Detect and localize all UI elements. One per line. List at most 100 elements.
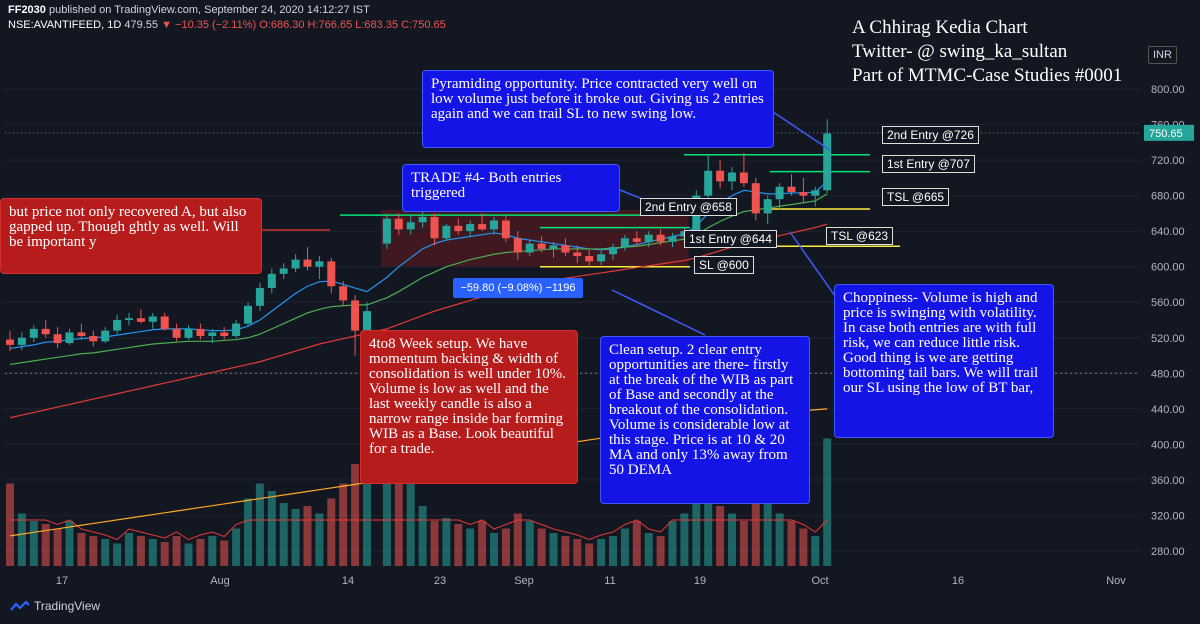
candle-body bbox=[315, 261, 324, 267]
candle-body bbox=[501, 220, 510, 239]
symbol-name: NSE:AVANTIFEED, 1D bbox=[8, 19, 122, 31]
volume-bar bbox=[704, 483, 713, 566]
volume-bar bbox=[501, 528, 510, 566]
volume-bar bbox=[454, 524, 463, 566]
candle-body bbox=[327, 261, 336, 287]
volume-bar bbox=[315, 513, 324, 566]
volume-bar bbox=[113, 543, 122, 566]
candle-body bbox=[303, 259, 312, 267]
volume-bar bbox=[208, 536, 217, 566]
volume-bar bbox=[585, 543, 594, 566]
volume-bar bbox=[327, 498, 336, 566]
candle-body bbox=[442, 225, 451, 239]
volume-bar bbox=[244, 498, 252, 566]
volume-bar bbox=[692, 476, 701, 566]
volume-bar bbox=[442, 518, 451, 566]
candle-body bbox=[6, 339, 14, 345]
label-entry1-new: 1st Entry @707 bbox=[882, 155, 975, 173]
y-tick-label: 680.00 bbox=[1151, 191, 1185, 203]
volume-bar bbox=[125, 533, 133, 566]
volume-bar bbox=[632, 521, 641, 566]
volume-bar bbox=[53, 528, 62, 566]
x-tick-label: Aug bbox=[210, 575, 230, 587]
x-tick-label: Nov bbox=[1106, 575, 1126, 587]
candle-body bbox=[549, 245, 558, 249]
candle-body bbox=[17, 337, 26, 345]
candle-body bbox=[644, 234, 653, 242]
volume-bar bbox=[418, 506, 427, 566]
volume-bar bbox=[525, 521, 534, 566]
note-choppiness: Choppiness- Volume is high and price is … bbox=[834, 284, 1054, 438]
y-tick-label: 280.00 bbox=[1151, 546, 1185, 558]
candle-body bbox=[29, 328, 38, 338]
author-block: A Chhirag Kedia Chart Twitter- @ swing_k… bbox=[852, 16, 1122, 88]
last-price-label: 750.65 bbox=[1149, 128, 1183, 140]
volume-bar bbox=[597, 539, 606, 566]
candle-body bbox=[561, 245, 570, 253]
x-tick-label: Oct bbox=[811, 575, 828, 587]
candle-body bbox=[279, 268, 288, 274]
volume-bar bbox=[620, 528, 629, 566]
volume-bar bbox=[799, 528, 808, 566]
candle-body bbox=[597, 254, 606, 262]
candle-body bbox=[466, 224, 475, 232]
last-price-tag bbox=[1144, 124, 1194, 141]
candle-body bbox=[620, 238, 629, 248]
volume-bar bbox=[41, 524, 50, 566]
candle-body bbox=[65, 332, 74, 344]
volume-bar bbox=[17, 513, 26, 566]
volume-bar bbox=[716, 506, 725, 566]
volume-bar bbox=[430, 521, 439, 566]
volume-bar bbox=[739, 521, 748, 566]
y-tick-label: 600.00 bbox=[1151, 262, 1185, 274]
label-tsl-623: TSL @623 bbox=[826, 227, 894, 245]
volume-bar bbox=[6, 483, 14, 566]
candle-body bbox=[585, 256, 594, 262]
volume-bar bbox=[490, 533, 498, 566]
candle-body bbox=[339, 286, 348, 301]
volume-bar bbox=[196, 539, 205, 566]
candle-body bbox=[220, 332, 229, 336]
volume-bar bbox=[656, 536, 665, 566]
y-tick-label: 800.00 bbox=[1151, 84, 1185, 96]
candle-body bbox=[53, 334, 62, 344]
last-price: 479.55 bbox=[124, 19, 159, 31]
candle-body bbox=[418, 216, 427, 223]
candle-body bbox=[632, 238, 641, 242]
ohlc-values: O:686.30 H:766.65 L:683.35 C:750.65 bbox=[259, 19, 446, 31]
candle-body bbox=[513, 238, 522, 253]
candle-body bbox=[363, 311, 371, 331]
volume-bar bbox=[787, 521, 796, 566]
candle-body bbox=[382, 218, 391, 244]
candle-body bbox=[125, 318, 133, 320]
candle-body bbox=[537, 243, 546, 249]
footer-brand[interactable]: TradingView bbox=[10, 599, 100, 613]
volume-bar bbox=[763, 498, 772, 566]
y-tick-label: 360.00 bbox=[1151, 475, 1185, 487]
tradingview-logo-icon bbox=[10, 600, 30, 611]
volume-bar bbox=[29, 521, 38, 566]
note-trade4: TRADE #4- Both entries triggered bbox=[402, 164, 620, 212]
volume-bar bbox=[65, 521, 74, 566]
volume-bar bbox=[303, 506, 312, 566]
candle-body bbox=[739, 172, 748, 184]
candle-body bbox=[787, 186, 796, 193]
volume-bar bbox=[382, 416, 391, 566]
volume-bar bbox=[363, 476, 371, 566]
volume-bar bbox=[680, 513, 689, 566]
y-tick-label: 320.00 bbox=[1151, 510, 1185, 522]
y-tick-label: 520.00 bbox=[1151, 333, 1185, 345]
volume-bar bbox=[339, 483, 348, 566]
candle-body bbox=[609, 247, 617, 255]
volume-bar bbox=[751, 491, 760, 566]
author-line-3: Part of MTMC-Case Studies #0001 bbox=[852, 65, 1123, 86]
volume-bar bbox=[160, 542, 169, 566]
currency-badge[interactable]: INR bbox=[1148, 46, 1177, 64]
candle-body bbox=[668, 236, 677, 242]
label-entry2-old: 2nd Entry @658 bbox=[640, 198, 737, 216]
volume-bar bbox=[184, 543, 193, 566]
volume-bar bbox=[728, 513, 736, 566]
volume-bar bbox=[537, 528, 546, 566]
candle-body bbox=[763, 199, 772, 214]
candle-body bbox=[394, 218, 403, 230]
